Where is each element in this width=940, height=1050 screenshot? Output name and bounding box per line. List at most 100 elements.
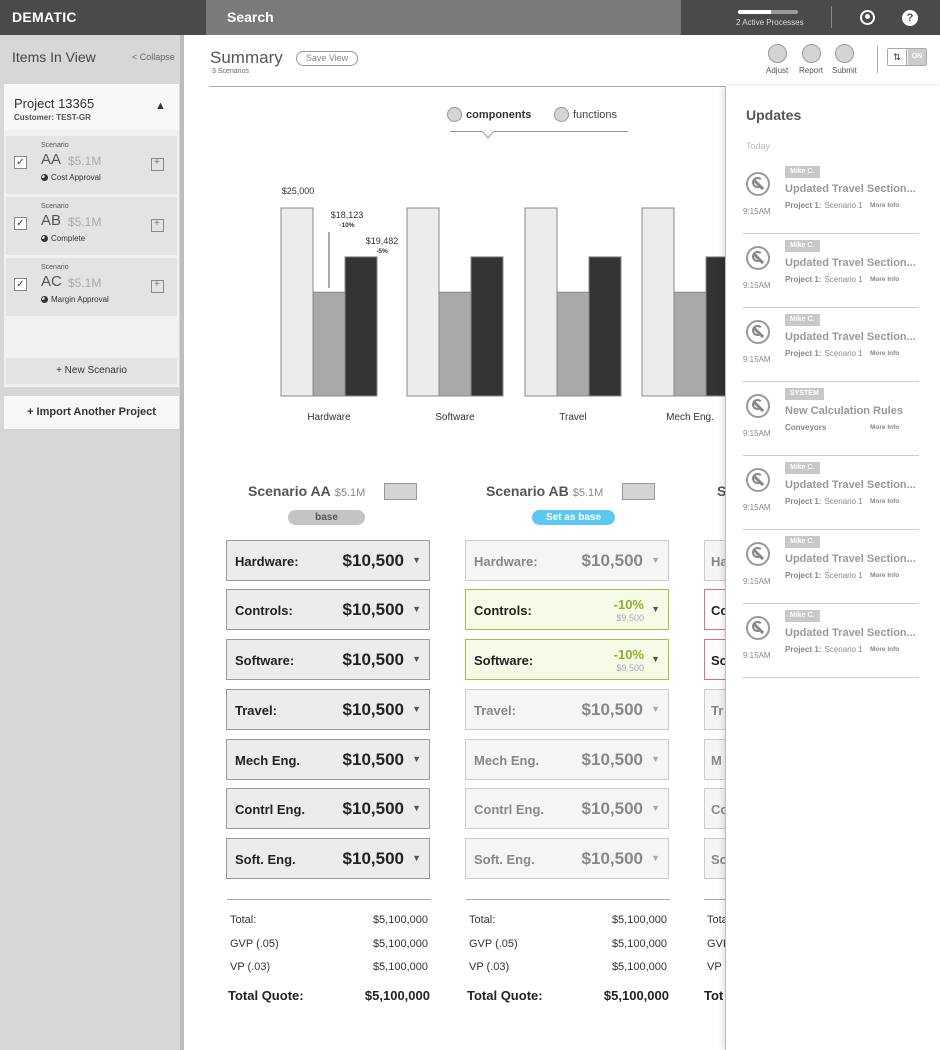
cost-field-software[interactable]: Software: -10% $9,500 ▼ — [465, 639, 669, 680]
dropdown-caret-icon[interactable]: ▼ — [412, 604, 421, 614]
update-item[interactable]: 9:15AM Mike C. Updated Travel Section... Pr… — [726, 240, 940, 314]
update-item[interactable]: 9:15AM SYSTEM New Calculation Rules Conveyo… — [726, 388, 940, 462]
more-info-link[interactable]: More Info — [870, 572, 900, 579]
cost-field-travel[interactable]: Travel: $10,500 ▼ — [226, 689, 430, 730]
processes-progress-bar[interactable] — [738, 10, 798, 14]
submit-button[interactable]: Submit — [832, 44, 857, 75]
updates-toggle[interactable]: ⇅ ON — [887, 48, 927, 66]
cost-field-partial[interactable]: Ha — [704, 540, 728, 581]
dropdown-caret-icon[interactable]: ▼ — [651, 555, 660, 565]
search-label[interactable]: Search — [227, 9, 274, 25]
cost-field-mech-eng[interactable]: Mech Eng. $10,500 ▼ — [226, 739, 430, 780]
bar-mech-eng--s2[interactable] — [673, 291, 707, 397]
cost-field-controls[interactable]: Controls: $10,500 ▼ — [226, 589, 430, 630]
project-header[interactable]: Project 13365 Customer: TEST-GR ▲ — [4, 84, 179, 130]
cost-field-contrl-eng[interactable]: Contrl Eng. $10,500 ▼ — [226, 788, 430, 829]
sidebar-scenario-ab[interactable]: ✓ Scenario AB $5.1M Complete — [6, 197, 177, 255]
dropdown-caret-icon[interactable]: ▼ — [412, 654, 421, 664]
help-icon[interactable]: ? — [902, 10, 918, 26]
functions-label[interactable]: functions — [573, 109, 618, 121]
duplicate-icon[interactable] — [151, 279, 164, 293]
cost-field-partial[interactable]: Co — [704, 589, 728, 630]
cost-field-label: So — [711, 653, 728, 668]
bar-hardware-s2[interactable] — [312, 291, 346, 397]
bar-software-s1[interactable] — [406, 207, 440, 397]
update-item[interactable]: 9:15AM Mike C. Updated Travel Section... Pr… — [726, 166, 940, 240]
more-info-link[interactable]: More Info — [870, 424, 900, 431]
bar-hardware-s3[interactable] — [344, 256, 378, 397]
total-quote-label: Total Quote: — [467, 988, 543, 1003]
dropdown-caret-icon[interactable]: ▼ — [651, 704, 660, 714]
dropdown-caret-icon[interactable]: ▼ — [651, 604, 660, 614]
more-info-link[interactable]: More Info — [870, 646, 900, 653]
cost-field-value: $10,500 — [342, 849, 404, 868]
more-info-link[interactable]: More Info — [870, 202, 900, 209]
cost-field-hardware[interactable]: Hardware: $10,500 ▼ — [465, 540, 669, 581]
top-bar: DEMATIC Search 2 Active Processes ? — [0, 0, 940, 35]
cost-field-label: Travel: — [235, 703, 277, 718]
dropdown-caret-icon[interactable]: ▼ — [412, 803, 421, 813]
scenario-color-swatch[interactable] — [384, 483, 417, 500]
dropdown-caret-icon[interactable]: ▼ — [651, 853, 660, 863]
components-label[interactable]: components — [466, 109, 532, 121]
report-button[interactable]: Report — [799, 44, 823, 75]
adjust-button[interactable]: Adjust — [766, 44, 788, 75]
bar-travel-s3[interactable] — [588, 256, 622, 397]
cost-field-controls[interactable]: Controls: -10% $9,500 ▼ — [465, 589, 669, 630]
scenario-checkbox[interactable]: ✓ — [14, 217, 27, 230]
new-scenario-button[interactable]: + New Scenario — [6, 358, 177, 384]
cost-field-partial[interactable]: So — [704, 838, 728, 879]
functions-radio[interactable] — [554, 107, 569, 122]
cost-field-travel[interactable]: Travel: $10,500 ▼ — [465, 689, 669, 730]
bar-hardware-s1[interactable] — [280, 207, 314, 397]
save-view-button[interactable]: Save View — [296, 51, 358, 66]
dropdown-caret-icon[interactable]: ▼ — [651, 803, 660, 813]
scenario-checkbox[interactable]: ✓ — [14, 278, 27, 291]
update-item[interactable]: 9:15AM Mike C. Updated Travel Section... Pr… — [726, 536, 940, 610]
dropdown-caret-icon[interactable]: ▼ — [412, 555, 421, 565]
update-item[interactable]: 9:15AM Mike C. Updated Travel Section... Pr… — [726, 610, 940, 684]
dropdown-caret-icon[interactable]: ▼ — [412, 754, 421, 764]
collapse-button[interactable]: < Collapse — [132, 52, 175, 62]
cost-field-mech-eng[interactable]: Mech Eng. $10,500 ▼ — [465, 739, 669, 780]
cost-field-hardware[interactable]: Hardware: $10,500 ▼ — [226, 540, 430, 581]
dropdown-caret-icon[interactable]: ▼ — [651, 654, 660, 664]
search-bar[interactable]: Search — [206, 0, 681, 35]
bar-mech-eng--s3[interactable] — [705, 256, 726, 397]
caret-up-icon[interactable]: ▲ — [155, 100, 166, 112]
import-project-button[interactable]: + Import Another Project — [4, 396, 179, 429]
scenario-status: Cost Approval — [41, 173, 101, 182]
duplicate-icon[interactable] — [151, 218, 164, 232]
sidebar-scenario-aa[interactable]: ✓ Scenario AA $5.1M Cost Approval — [6, 136, 177, 194]
cost-field-label: Soft. Eng. — [474, 852, 535, 867]
cost-field-contrl-eng[interactable]: Contrl Eng. $10,500 ▼ — [465, 788, 669, 829]
sidebar-scenario-ac[interactable]: ✓ Scenario AC $5.1M Margin Approval — [6, 258, 177, 316]
dropdown-caret-icon[interactable]: ▼ — [651, 754, 660, 764]
bar-software-s3[interactable] — [470, 256, 504, 397]
dropdown-caret-icon[interactable]: ▼ — [412, 853, 421, 863]
cost-field-partial[interactable]: So — [704, 639, 728, 680]
bar-travel-s2[interactable] — [556, 291, 590, 397]
bar-travel-s1[interactable] — [524, 207, 558, 397]
components-radio[interactable] — [447, 107, 462, 122]
more-info-link[interactable]: More Info — [870, 276, 900, 283]
brand-logo[interactable]: DEMATIC — [12, 9, 77, 25]
bar-software-s2[interactable] — [438, 291, 472, 397]
scenario-checkbox[interactable]: ✓ — [14, 156, 27, 169]
duplicate-icon[interactable] — [151, 157, 164, 171]
user-icon[interactable] — [860, 10, 875, 25]
more-info-link[interactable]: More Info — [870, 498, 900, 505]
cost-field-value: $10,500 — [581, 849, 643, 868]
set-as-base-button[interactable]: Set as base — [532, 510, 615, 525]
total-row-value: $5,100,000 — [611, 961, 667, 973]
more-info-link[interactable]: More Info — [870, 350, 900, 357]
scenario-color-swatch[interactable] — [622, 483, 655, 500]
update-item[interactable]: 9:15AM Mike C. Updated Travel Section... Pr… — [726, 462, 940, 536]
processes-label[interactable]: 2 Active Processes — [736, 18, 804, 27]
update-item[interactable]: 9:15AM Mike C. Updated Travel Section... Pr… — [726, 314, 940, 388]
cost-field-software[interactable]: Software: $10,500 ▼ — [226, 639, 430, 680]
dropdown-caret-icon[interactable]: ▼ — [412, 704, 421, 714]
bar-mech-eng--s1[interactable] — [641, 207, 675, 397]
cost-field-soft-eng[interactable]: Soft. Eng. $10,500 ▼ — [226, 838, 430, 879]
cost-field-soft-eng[interactable]: Soft. Eng. $10,500 ▼ — [465, 838, 669, 879]
